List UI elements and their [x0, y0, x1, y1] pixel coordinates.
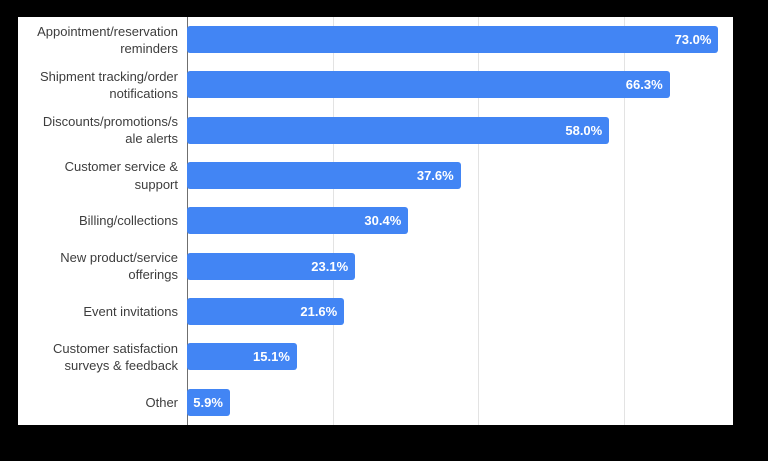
gridline: [478, 17, 480, 425]
bar: 15.1%: [187, 343, 297, 371]
chart-row: Event invitations 21.6%: [18, 289, 733, 334]
value-label: 21.6%: [300, 304, 338, 320]
bar-track: 5.9%: [187, 388, 733, 416]
category-label: Event invitations: [83, 304, 178, 320]
chart-row: Billing/collections 30.4%: [18, 198, 733, 243]
value-label: 23.1%: [311, 258, 349, 274]
bar: 23.1%: [187, 252, 356, 280]
chart-row: Shipment tracking/order notifications 66.…: [18, 62, 733, 107]
chart-row: Customer satisfaction surveys & feedback…: [18, 334, 733, 379]
bar: 21.6%: [187, 298, 345, 326]
category-label: Customer satisfaction surveys & feedback: [53, 340, 178, 373]
bar: 5.9%: [187, 388, 230, 416]
bar-track: 66.3%: [187, 71, 733, 99]
chart-row: Other 5.9%: [18, 380, 733, 425]
value-label: 58.0%: [565, 122, 603, 138]
category-label: Appointment/reservation reminders: [37, 23, 178, 56]
bar: 73.0%: [187, 26, 719, 54]
category-label: New product/service offerings: [60, 250, 178, 283]
bar: 66.3%: [187, 71, 670, 99]
value-label: 73.0%: [674, 32, 712, 48]
category-label: Other: [145, 394, 178, 410]
value-label: 5.9%: [193, 394, 223, 410]
category-label: Shipment tracking/order notifications: [39, 68, 178, 101]
chart-row: Customer service & support 37.6%: [18, 153, 733, 198]
bar-chart: Appointment/reservation reminders 73.0% Sh…: [18, 17, 733, 425]
chart-panel: Appointment/reservation reminders 73.0% Sh…: [18, 17, 733, 425]
chart-row: New product/service offerings 23.1%: [18, 244, 733, 289]
chart-row: Appointment/reservation reminders 73.0%: [18, 17, 733, 62]
bar-track: 23.1%: [187, 252, 733, 280]
bar-track: 37.6%: [187, 162, 733, 190]
bar: 37.6%: [187, 162, 461, 190]
bar-track: 58.0%: [187, 116, 733, 144]
value-label: 30.4%: [364, 213, 402, 229]
bar-track: 15.1%: [187, 343, 733, 371]
category-label: Billing/collections: [79, 213, 178, 229]
gridline: [623, 17, 625, 425]
bar: 58.0%: [187, 116, 610, 144]
bar-track: 30.4%: [187, 207, 733, 235]
category-label: Customer service & support: [64, 159, 178, 192]
bar-track: 73.0%: [187, 26, 733, 54]
bar: 30.4%: [187, 207, 409, 235]
value-label: 15.1%: [253, 349, 290, 365]
value-label: 66.3%: [625, 77, 663, 93]
value-label: 37.6%: [416, 168, 454, 184]
chart-row: Discounts/promotions/s ale alerts 58.0%: [18, 108, 733, 153]
bar-track: 21.6%: [187, 298, 733, 326]
category-label: Discounts/promotions/s ale alerts: [42, 114, 178, 147]
